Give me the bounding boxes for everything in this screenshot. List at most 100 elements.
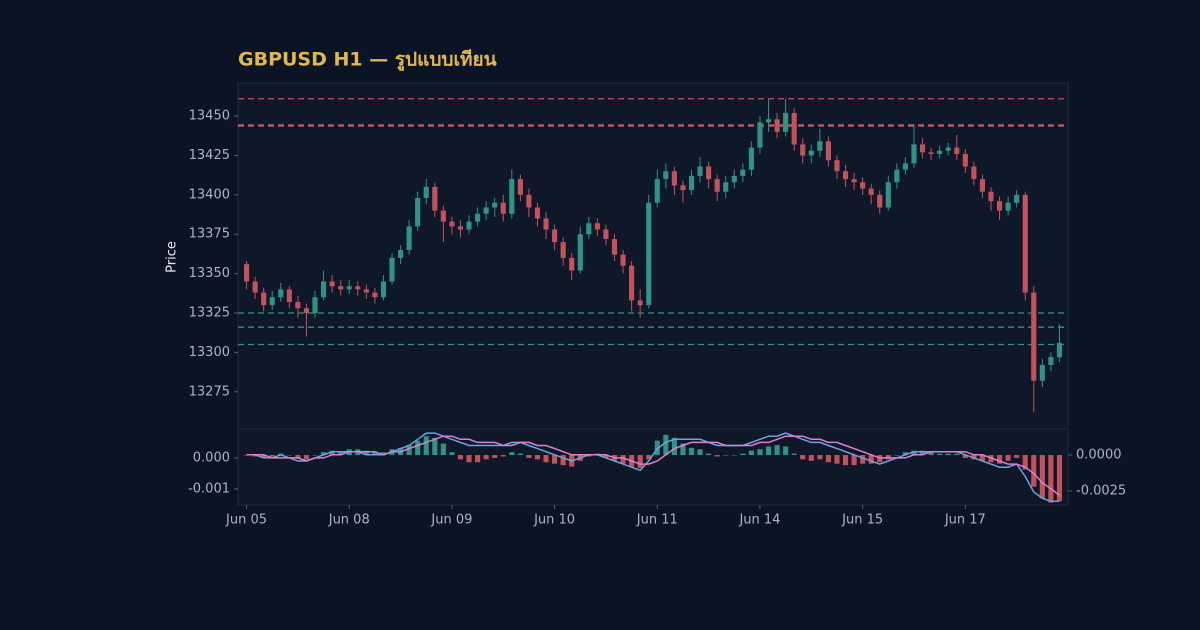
- macd-histogram-bar: [261, 455, 267, 458]
- candle-body: [372, 292, 378, 298]
- macd-histogram-bar: [748, 450, 754, 456]
- candle-body: [680, 185, 686, 191]
- candle-body: [586, 223, 592, 235]
- candle-body: [423, 186, 429, 198]
- candle-body: [500, 202, 506, 214]
- macd-histogram-bar: [825, 455, 831, 463]
- macd-histogram-bar: [620, 455, 626, 464]
- candle-body: [1039, 364, 1045, 381]
- macd-histogram-bar: [415, 440, 421, 456]
- macd-histogram-bar: [911, 450, 917, 456]
- macd-histogram-bar: [680, 443, 686, 456]
- y-tick-label: 13375: [189, 227, 230, 242]
- candle-body: [757, 122, 763, 148]
- candle-body: [457, 226, 464, 230]
- macd-histogram-bar: [783, 446, 789, 456]
- macd-histogram-bar: [509, 452, 515, 456]
- candle-body: [877, 194, 883, 208]
- macd-histogram-bar: [731, 455, 737, 456]
- macd-histogram-bar: [868, 455, 874, 464]
- candle-body: [303, 308, 310, 313]
- candle-body: [389, 257, 395, 282]
- candle-body: [517, 179, 523, 195]
- macd-histogram-bar: [534, 455, 541, 460]
- candle-body: [338, 286, 344, 290]
- macd-histogram-bar: [475, 455, 481, 463]
- candle-body: [885, 182, 891, 208]
- macd-histogram-bar: [962, 455, 968, 458]
- candle-body: [851, 179, 857, 183]
- macd-histogram-bar: [406, 444, 412, 456]
- candle-body: [748, 147, 754, 170]
- macd-histogram-bar: [252, 455, 258, 457]
- x-tick-label: Jun 11: [636, 513, 678, 528]
- candle-body: [706, 166, 712, 180]
- candle-body: [363, 289, 369, 293]
- macd-histogram-bar: [526, 455, 532, 458]
- macd-histogram-bar: [979, 455, 985, 461]
- candle-body: [637, 300, 643, 306]
- macd-histogram-bar: [338, 452, 344, 456]
- macd-histogram-bar: [851, 455, 857, 466]
- macd-histogram-bar: [757, 449, 763, 456]
- candle-body: [577, 234, 583, 271]
- candle-body: [629, 265, 635, 301]
- macd-histogram-bar: [646, 455, 652, 460]
- macd-histogram-bar: [1022, 455, 1028, 470]
- candle-body: [1014, 194, 1020, 203]
- candle-body: [415, 198, 421, 227]
- candle-body: [902, 163, 908, 170]
- candle-body: [654, 179, 660, 203]
- candle-body: [346, 286, 352, 290]
- macd-histogram-bar: [937, 453, 943, 456]
- macd-histogram-bar: [586, 455, 592, 457]
- candle-body: [534, 207, 541, 219]
- candle-body: [603, 229, 609, 239]
- candle-body: [663, 171, 669, 180]
- candle-body: [996, 201, 1003, 211]
- candle-body: [355, 286, 361, 290]
- candle-body: [440, 210, 446, 222]
- candle-body: [714, 179, 720, 192]
- candle-body: [380, 281, 387, 298]
- candle-body: [825, 141, 831, 161]
- candle-body: [329, 281, 335, 287]
- macd-histogram-bar: [800, 455, 806, 460]
- macd-histogram-bar: [457, 455, 464, 460]
- macd-histogram-bar: [774, 444, 780, 456]
- candle-body: [979, 179, 985, 192]
- macd-histogram-bar: [500, 455, 506, 457]
- candle-body: [526, 194, 532, 208]
- candle-body: [919, 144, 926, 153]
- macd-histogram-bar: [765, 446, 772, 456]
- macd-histogram-bar: [603, 455, 609, 458]
- candle-body: [928, 152, 934, 154]
- candle-body: [620, 254, 626, 266]
- candle-body: [475, 213, 481, 222]
- y-axis-label: Price: [165, 241, 180, 273]
- macd-histogram-bar: [996, 455, 1003, 464]
- candle-body: [543, 218, 549, 230]
- y-tick-label: 13425: [189, 148, 230, 163]
- macd-histogram-bar: [954, 453, 960, 456]
- candle-body: [269, 297, 275, 306]
- macd-histogram-bar: [671, 437, 677, 456]
- x-tick-label: Jun 08: [328, 513, 370, 528]
- candle-body: [954, 147, 960, 154]
- macd-histogram-bar: [363, 450, 369, 456]
- macd-y-tick-label: 0.000: [193, 450, 230, 465]
- macd-histogram-bar: [269, 455, 275, 457]
- candle-body: [483, 207, 489, 214]
- candle-body: [286, 289, 292, 302]
- candle-body: [406, 226, 412, 250]
- candle-body: [1056, 342, 1063, 358]
- macd-histogram-bar: [808, 455, 814, 461]
- macd-histogram-bar: [329, 450, 335, 456]
- signal-line: [246, 435, 1060, 496]
- candle-body: [1005, 202, 1011, 211]
- candle-body: [860, 182, 866, 189]
- candle-body: [243, 264, 250, 282]
- candle-body: [765, 119, 772, 123]
